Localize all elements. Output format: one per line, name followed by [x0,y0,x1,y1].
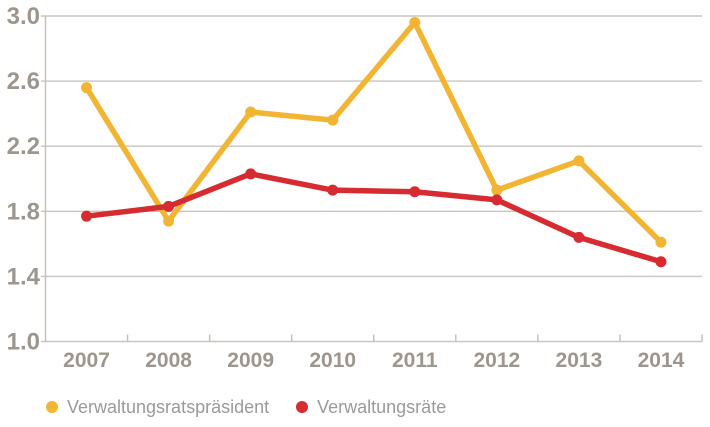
data-point [573,155,585,167]
data-point [491,194,503,206]
x-tick-label: 2010 [309,349,356,372]
legend-dot-icon [46,401,58,413]
data-point [245,106,257,118]
data-point [245,168,257,180]
data-point [655,256,667,268]
x-tick-label: 2009 [227,349,274,372]
plot-svg: 1.0 1.4 1.8 2.2 2.6 3.0 2007 2008 2009 2010 2011 20… [7,3,703,372]
legend-label: Verwaltungsratspräsident [67,397,270,417]
x-tick-label: 2008 [145,349,192,372]
data-point [163,215,175,227]
x-tick-label: 2014 [638,349,685,372]
x-tick-label: 2012 [473,349,520,372]
x-tick-label: 2013 [556,349,603,372]
data-point [327,114,339,126]
data-point [409,186,421,198]
x-tick-label: 2007 [63,349,110,372]
y-tick-label: 3.0 [7,3,40,30]
data-point [573,231,585,243]
y-tick-label: 1.4 [7,263,41,290]
series-line-1 [83,171,664,265]
legend-item-raete: Verwaltungsräte [296,398,446,416]
data-point [81,210,93,222]
y-tick-label: 1.0 [7,329,40,356]
data-point [327,184,339,196]
legend-label: Verwaltungsräte [317,397,447,417]
legend: Verwaltungsratspräsident Verwaltungsräte [46,398,446,416]
legend-item-praesident: Verwaltungsratspräsident [46,398,269,416]
y-tick-label: 1.8 [7,198,40,225]
data-point [655,236,667,248]
legend-dot-icon [296,401,309,413]
y-tick-label: 2.6 [7,68,40,95]
data-point [81,82,93,94]
y-tick-label: 2.2 [7,133,40,160]
data-point [409,17,421,29]
data-point [491,184,503,196]
data-point [163,200,175,212]
x-tick-label: 2011 [392,349,438,372]
